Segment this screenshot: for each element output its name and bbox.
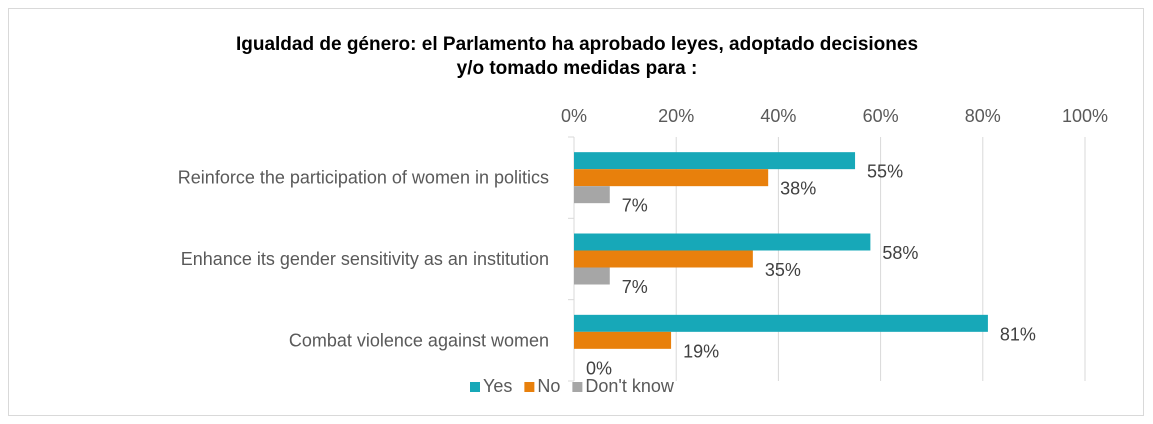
category-label: Reinforce the participation of women in … (178, 168, 549, 188)
chart-title-line-2: y/o tomado medidas para : (457, 58, 698, 79)
data-label: 81% (1000, 324, 1036, 344)
x-tick-label: 0% (561, 106, 587, 126)
data-label: 0% (586, 358, 612, 378)
data-label: 35% (765, 260, 801, 280)
chart-title-line-1: Igualdad de género: el Parlamento ha apr… (236, 34, 918, 55)
category-label: Combat violence against women (289, 330, 549, 350)
legend-swatch (524, 382, 535, 392)
legend-swatch (470, 382, 480, 392)
legend-label: No (537, 376, 560, 396)
bar-no (574, 331, 672, 349)
bar-don-t-know (574, 186, 610, 204)
data-label: 7% (622, 196, 648, 216)
bar-yes (574, 233, 871, 251)
x-axis-ticks: 0% 20% 40% 60% 80% 100% (561, 106, 1108, 126)
data-label: 7% (622, 277, 648, 297)
bar-yes (574, 152, 856, 170)
data-label: 58% (882, 243, 918, 263)
data-label: 19% (683, 341, 719, 361)
data-label: 38% (780, 179, 816, 199)
chart-title: Igualdad de género: el Parlamento ha apr… (236, 34, 918, 79)
legend-label: Yes (483, 376, 512, 396)
bar-no (574, 250, 753, 268)
bar-don-t-know (574, 267, 610, 285)
data-label: 55% (867, 162, 903, 182)
category-label: Enhance its gender sensitivity as an ins… (181, 249, 549, 269)
bar-chart: Igualdad de género: el Parlamento ha apr… (178, 34, 1108, 396)
bar-yes (574, 314, 988, 332)
legend-label: Don't know (585, 376, 674, 396)
data-labels: 55% 38% 7% 58% 35% 7% 81% 19% 0% (586, 162, 1036, 379)
x-tick-label: 80% (965, 106, 1001, 126)
bars (574, 152, 988, 349)
bar-no (574, 169, 769, 187)
legend: Yes No Don't know (470, 376, 675, 396)
x-tick-label: 100% (1062, 106, 1108, 126)
category-axis: Reinforce the participation of women in … (178, 136, 575, 382)
legend-swatch (572, 382, 583, 392)
x-tick-label: 20% (658, 106, 694, 126)
x-tick-label: 60% (863, 106, 899, 126)
chart-frame: Igualdad de género: el Parlamento ha apr… (8, 8, 1144, 416)
x-tick-label: 40% (760, 106, 796, 126)
